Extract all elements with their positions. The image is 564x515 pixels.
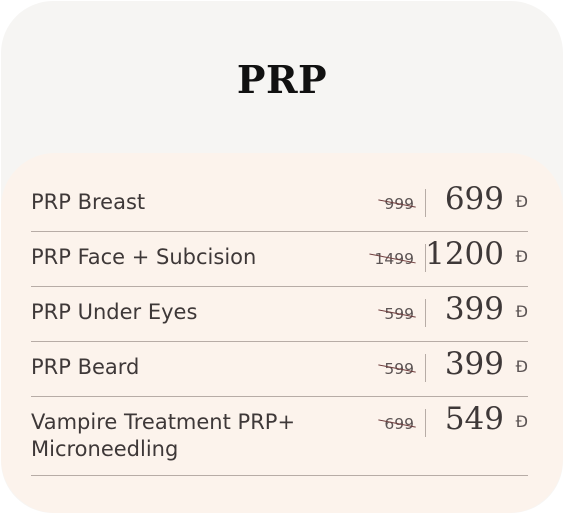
service-name: PRP Under Eyes <box>31 300 198 324</box>
price-divider <box>425 189 426 217</box>
old-price: 1499 <box>368 248 416 270</box>
currency-symbol: Đ <box>515 247 528 266</box>
service-name: PRP Beard <box>31 355 140 379</box>
list-item: Vampire Treatment PRP+ Microneedling 699… <box>31 401 528 476</box>
currency-symbol: Đ <box>515 357 528 376</box>
old-price: 999 <box>378 193 416 215</box>
card-title: PRP <box>236 57 328 102</box>
old-price: 599 <box>378 303 416 325</box>
service-name: PRP Face + Subcision <box>31 245 257 269</box>
current-price: 549 <box>444 401 504 437</box>
list-item: PRP Beard 599 399 Đ <box>31 346 528 397</box>
current-price: 399 <box>444 346 504 382</box>
list-item: PRP Under Eyes 599 399 Đ <box>31 291 528 342</box>
price-list: PRP Breast 999 699 Đ PRP Face + Subcisio… <box>1 153 563 513</box>
price-divider <box>425 244 426 272</box>
service-name: PRP Breast <box>31 190 146 214</box>
current-price: 1200 <box>425 236 504 272</box>
currency-symbol: Đ <box>515 302 528 321</box>
price-divider <box>425 299 426 327</box>
currency-symbol: Đ <box>515 192 528 211</box>
price-divider <box>425 354 426 382</box>
service-name: Vampire Treatment PRP+ Microneedling <box>31 410 296 461</box>
current-price: 399 <box>444 291 504 327</box>
old-price: 699 <box>378 413 416 435</box>
currency-symbol: Đ <box>515 412 528 431</box>
price-divider <box>425 409 426 437</box>
old-price: 599 <box>378 358 416 380</box>
list-item: PRP Breast 999 699 Đ <box>31 181 528 232</box>
list-item: PRP Face + Subcision 1499 1200 Đ <box>31 236 528 287</box>
current-price: 699 <box>444 181 504 217</box>
